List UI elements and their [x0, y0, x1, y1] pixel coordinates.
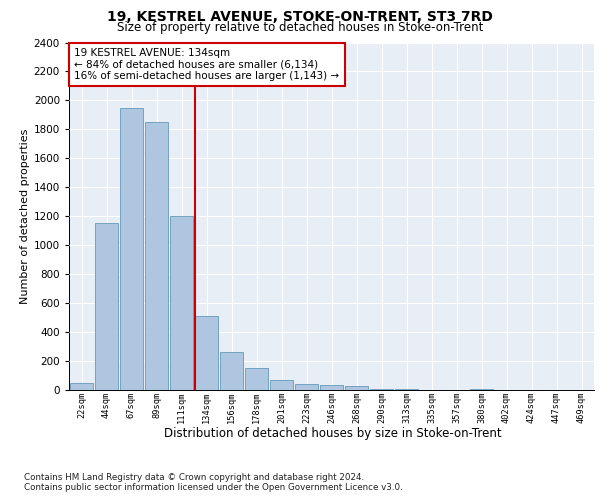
- Bar: [245, 368, 268, 390]
- Text: Distribution of detached houses by size in Stoke-on-Trent: Distribution of detached houses by size …: [164, 428, 502, 440]
- Bar: [345, 386, 368, 390]
- Bar: [470, 388, 493, 390]
- Bar: [320, 385, 343, 390]
- Bar: [395, 388, 418, 390]
- Bar: [95, 224, 118, 390]
- Bar: [145, 122, 168, 390]
- Y-axis label: Number of detached properties: Number of detached properties: [20, 128, 29, 304]
- Bar: [220, 352, 243, 390]
- Text: Size of property relative to detached houses in Stoke-on-Trent: Size of property relative to detached ho…: [117, 21, 483, 34]
- Text: 19 KESTREL AVENUE: 134sqm
← 84% of detached houses are smaller (6,134)
16% of se: 19 KESTREL AVENUE: 134sqm ← 84% of detac…: [74, 48, 340, 81]
- Bar: [295, 384, 318, 390]
- Bar: [120, 108, 143, 390]
- Bar: [195, 316, 218, 390]
- Bar: [170, 216, 193, 390]
- Text: Contains HM Land Registry data © Crown copyright and database right 2024.: Contains HM Land Registry data © Crown c…: [24, 472, 364, 482]
- Text: 19, KESTREL AVENUE, STOKE-ON-TRENT, ST3 7RD: 19, KESTREL AVENUE, STOKE-ON-TRENT, ST3 …: [107, 10, 493, 24]
- Text: Contains public sector information licensed under the Open Government Licence v3: Contains public sector information licen…: [24, 484, 403, 492]
- Bar: [70, 383, 93, 390]
- Bar: [370, 388, 393, 390]
- Bar: [270, 380, 293, 390]
